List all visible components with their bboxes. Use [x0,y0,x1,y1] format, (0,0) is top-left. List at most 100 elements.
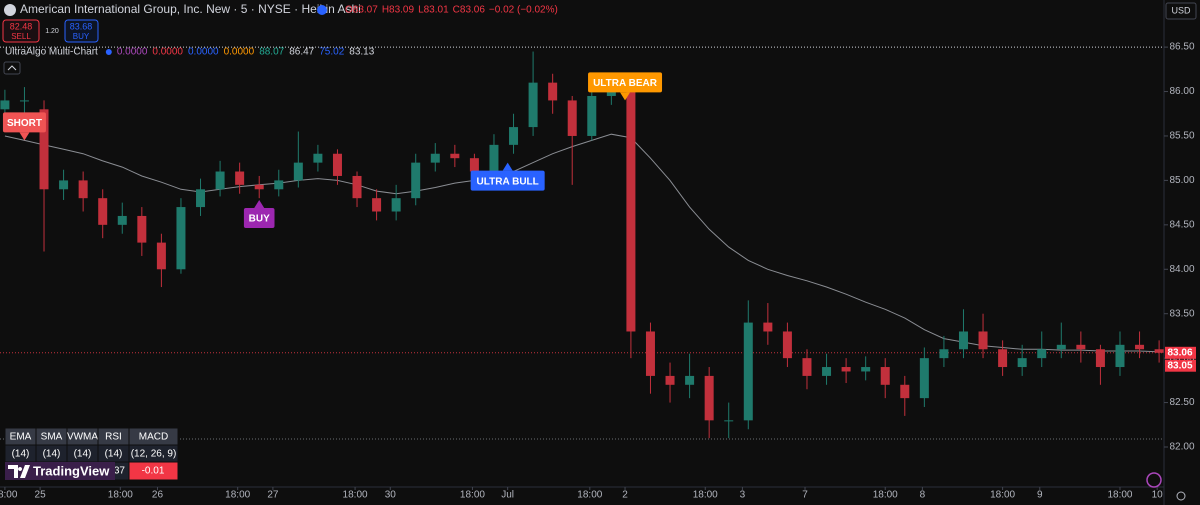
x-tick-label: 3 [740,490,746,501]
candle-body [900,384,910,399]
y-tick-label: 85.00 [1169,175,1194,186]
candle-body [1154,349,1164,353]
candle-body [469,158,479,172]
ohlc-value: L83.01 [418,5,449,16]
candle-body [509,127,519,145]
x-tick-label: 7 [802,490,808,501]
collapse-button[interactable] [3,61,21,75]
table-header: VWMA [67,432,98,443]
y-tick-label: 83.50 [1169,308,1194,319]
candle-body [645,331,655,376]
candle-body [685,375,695,385]
candle-body [1095,349,1105,368]
x-tick-label: 25 [35,490,47,501]
visibility-toggle[interactable] [317,5,327,15]
x-tick-label: 18:00 [693,490,718,501]
candle-body [743,322,753,421]
candle-body [606,91,616,96]
signal-pointer [620,92,631,101]
ohlc-value: O83.07 [345,5,378,16]
candle-body [59,180,69,190]
y-tick-label: 82.50 [1169,397,1194,408]
x-tick-label: 18:00 [577,490,602,501]
sell-button[interactable] [2,19,40,43]
last-price-tag [1165,346,1196,359]
table-value: .37 [111,466,125,477]
candle-body [626,91,636,332]
indicator-name: UltraAlgo Multi-Chart [5,47,98,58]
x-tick-label: 18:00 [1107,490,1132,501]
currency: USD [1171,5,1191,15]
candle-body [958,331,968,350]
indicator-value: 0.0000 [152,47,183,58]
y-tick-label: 84.00 [1169,264,1194,275]
x-tick-label: 2 [622,490,628,501]
candle-body [352,175,362,199]
candle-body [822,367,832,376]
ohlc-value: −0.02 (−0.02%) [489,5,558,16]
candle-body [117,215,127,225]
x-tick-label: 30 [385,490,397,501]
signal-label: ULTRA BEAR [593,78,658,89]
table-header: RSI [105,432,122,443]
table-param: (12, 26, 9) [131,449,177,460]
table-header: SMA [41,432,63,443]
signal-pointer [254,199,265,208]
table-param: (14) [105,449,123,460]
candle-body [665,375,675,385]
candle-body [548,82,558,101]
ohlc-value: C83.06 [453,5,486,16]
candle-body [215,171,225,190]
candle-body [293,162,303,181]
candle-body [39,109,49,190]
candle-body [98,198,108,225]
y-tick-label: 82.00 [1169,442,1194,453]
table-param: (14) [74,449,92,460]
candle-body [763,322,773,332]
last-price-label: 83.05 [1167,360,1192,371]
buy-button[interactable] [64,19,99,43]
table-param: (14) [43,449,61,460]
assistant-icon[interactable] [1146,472,1162,488]
candle-body [939,349,949,359]
candle-body [1076,344,1086,350]
ohlc-value: H83.09 [382,5,415,16]
candle-body [567,100,577,136]
sell-price: 82.48 [10,21,33,31]
x-tick-label: 27 [267,490,279,501]
x-tick-label: 18:00 [108,490,133,501]
buy-price: 83.68 [70,21,93,31]
indicator-value: 88.07 [259,47,284,58]
candle-body [782,331,792,359]
settings-icon[interactable] [1176,491,1186,501]
candle-body [313,153,323,163]
candle-body [450,153,460,159]
signal-box [588,72,663,93]
buy-label: BUY [73,32,90,41]
symbol-logo[interactable] [4,4,16,16]
candle-body [411,162,421,199]
y-tick-label: 84.50 [1169,219,1194,230]
x-tick-label: 18:00 [225,490,250,501]
table-param: (14) [12,449,30,460]
candle-body [19,100,29,102]
brand-backdrop [5,462,115,480]
currency-button[interactable] [1165,2,1197,20]
candle-body [78,180,88,199]
indicator-settings[interactable] [105,49,112,55]
candle-body [391,198,401,212]
candle-body [137,215,147,243]
table-value-cell [128,461,179,481]
y-tick-label: 86.50 [1169,42,1194,53]
candle-body [724,420,734,422]
candle-body [978,331,988,350]
indicator-value: 0.0000 [224,47,255,58]
signal-box [2,112,46,133]
indicator-value: 0.0000 [188,47,219,58]
x-tick-label: 18:00 [460,490,485,501]
candle-body [372,198,382,212]
spread: 1.20 [45,28,59,35]
signal-pointer [19,132,30,141]
signal-box [470,170,545,191]
